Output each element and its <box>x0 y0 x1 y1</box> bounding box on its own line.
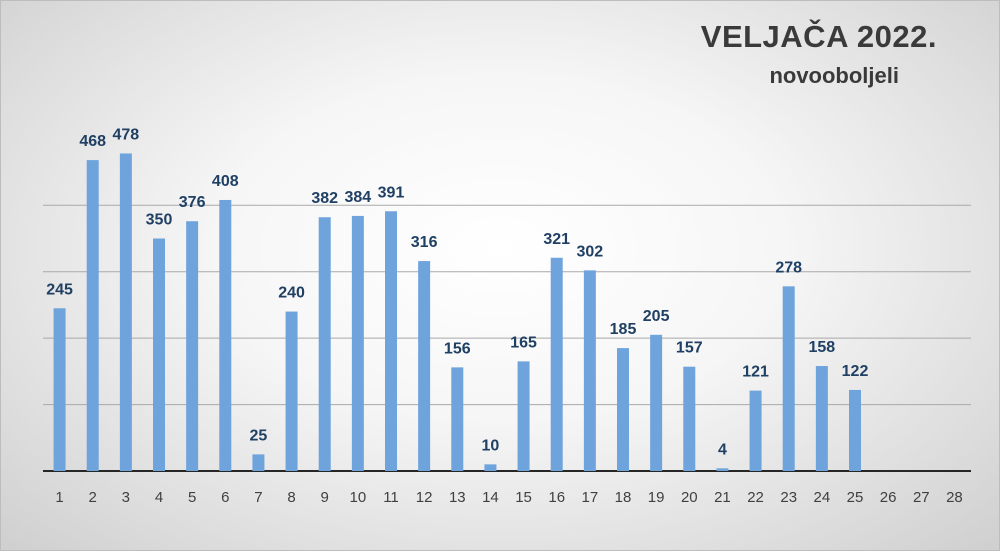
data-label-day-3: 478 <box>113 126 140 143</box>
data-label-day-2: 468 <box>79 133 106 150</box>
data-label-day-18: 185 <box>610 321 637 338</box>
x-tick-label-17: 17 <box>582 489 599 506</box>
x-tick-label-12: 12 <box>416 489 433 506</box>
x-tick-label-21: 21 <box>714 489 731 506</box>
x-tick-labels: 1 2 3 4 5 6 7 8 9 10 11 12 13 14 15 16 17 18 19 20 21 22 23 24 2… <box>55 489 962 506</box>
bar-day-23 <box>782 286 795 471</box>
x-tick-label-8: 8 <box>287 489 295 506</box>
bar-day-18 <box>617 348 629 471</box>
x-tick-label-15: 15 <box>515 489 532 506</box>
bar-day-19 <box>650 334 663 471</box>
x-tick-label-1: 1 <box>55 489 63 506</box>
bar-day-22 <box>749 390 762 471</box>
data-label-day-4: 350 <box>146 212 173 229</box>
bar-day-24 <box>815 366 828 471</box>
x-tick-label-28: 28 <box>946 489 963 506</box>
data-label-day-11: 391 <box>378 184 405 201</box>
bar-day-7 <box>252 454 265 471</box>
x-tick-label-2: 2 <box>89 489 97 506</box>
data-label-day-23: 278 <box>775 259 802 276</box>
x-tick-label-13: 13 <box>449 489 466 506</box>
data-label-day-8: 240 <box>278 285 305 302</box>
bar-day-17 <box>583 270 596 471</box>
x-tick-label-26: 26 <box>880 489 897 506</box>
x-tick-label-3: 3 <box>122 489 130 506</box>
data-label-day-7: 25 <box>250 427 268 444</box>
bar-day-5 <box>186 221 199 471</box>
x-tick-label-11: 11 <box>383 489 399 506</box>
data-label-day-20: 157 <box>676 340 703 357</box>
chart-title: VELJAČA 2022. <box>700 19 937 54</box>
data-label-day-13: 156 <box>444 340 471 357</box>
data-label-day-6: 408 <box>212 173 239 190</box>
x-tick-label-7: 7 <box>254 489 262 506</box>
data-label-day-10: 384 <box>345 189 372 206</box>
data-label-day-5: 376 <box>179 194 206 211</box>
x-tick-label-18: 18 <box>615 489 632 506</box>
data-label-day-14: 10 <box>482 437 500 454</box>
bar-day-8 <box>285 311 298 471</box>
bar-day-3 <box>119 153 132 471</box>
bar-day-12 <box>418 261 431 471</box>
x-tick-label-23: 23 <box>780 489 797 506</box>
data-label-day-22: 121 <box>742 364 769 381</box>
bar-day-13 <box>451 367 464 471</box>
x-tick-label-22: 22 <box>747 489 764 506</box>
data-label-day-21: 4 <box>718 441 727 458</box>
data-label-day-25: 122 <box>842 363 869 380</box>
x-tick-label-20: 20 <box>681 489 698 506</box>
x-tick-label-27: 27 <box>913 489 930 506</box>
data-label-day-15: 165 <box>510 334 537 351</box>
bar-day-9 <box>318 217 331 471</box>
bar-day-21 <box>716 468 729 471</box>
x-tick-label-14: 14 <box>482 489 499 506</box>
bar-day-20 <box>683 366 696 471</box>
bars <box>53 153 861 471</box>
data-label-day-1: 245 <box>46 281 73 298</box>
data-label-day-17: 302 <box>577 243 604 260</box>
data-label-day-24: 158 <box>809 339 836 356</box>
x-tick-label-4: 4 <box>155 489 163 506</box>
bar-day-11 <box>385 211 397 471</box>
x-tick-label-16: 16 <box>548 489 565 506</box>
bar-day-1 <box>53 308 66 471</box>
x-tick-label-9: 9 <box>321 489 329 506</box>
bar-day-6 <box>219 199 232 471</box>
bar-day-2 <box>86 160 99 471</box>
x-tick-label-6: 6 <box>221 489 229 506</box>
bar-day-10 <box>351 215 364 471</box>
chart-subtitle: novooboljeli <box>769 63 899 88</box>
x-tick-label-19: 19 <box>648 489 665 506</box>
bar-day-25 <box>849 389 861 471</box>
data-labels: 245 468 478 350 376 408 25 240 382 384 391 316 156 10… <box>46 126 868 458</box>
x-tick-label-25: 25 <box>847 489 864 506</box>
x-tick-label-24: 24 <box>814 489 831 506</box>
data-label-day-12: 316 <box>411 234 438 251</box>
bar-day-15 <box>517 361 530 471</box>
bar-day-14 <box>484 464 497 471</box>
x-tick-label-10: 10 <box>350 489 367 506</box>
bar-day-16 <box>550 257 563 471</box>
x-tick-label-5: 5 <box>188 489 196 506</box>
data-label-day-16: 321 <box>543 231 570 248</box>
data-label-day-9: 382 <box>311 190 338 207</box>
data-label-day-19: 205 <box>643 308 670 325</box>
bar-day-4 <box>153 238 165 471</box>
